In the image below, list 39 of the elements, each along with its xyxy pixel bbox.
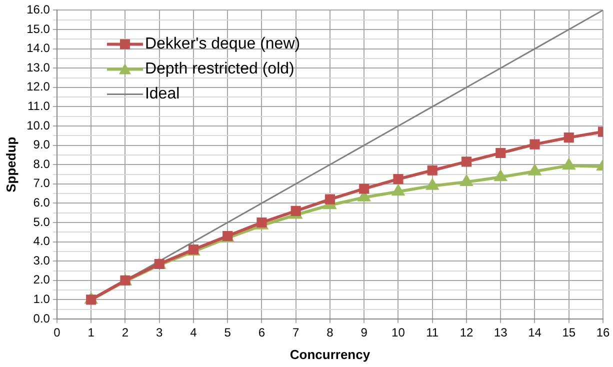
y-tick-label: 1.0 xyxy=(33,292,50,306)
legend-label: Ideal xyxy=(144,86,180,103)
x-tick-label: 14 xyxy=(528,326,542,340)
y-tick-label: 9.0 xyxy=(33,138,50,152)
y-tick-label: 2.0 xyxy=(33,272,50,287)
y-tick-label: 3.0 xyxy=(33,253,50,268)
y-tick-label: 12.0 xyxy=(26,80,50,94)
x-tick-label: 13 xyxy=(494,326,508,340)
y-axis-title: Sppedup xyxy=(3,136,18,192)
x-tick-label: 2 xyxy=(122,326,129,340)
x-tick-label: 3 xyxy=(156,326,163,340)
x-axis-title: Concurrency xyxy=(290,346,371,362)
x-tick-label: 5 xyxy=(224,326,232,340)
x-tick-label: 1 xyxy=(88,326,95,340)
x-tick-label: 7 xyxy=(292,326,300,340)
y-tick-label: 14.0 xyxy=(26,41,50,56)
y-tick-label: 15.0 xyxy=(26,22,50,36)
x-tick-label: 10 xyxy=(392,326,406,340)
x-tick-label: 4 xyxy=(190,326,198,340)
y-tick-label: 6.0 xyxy=(33,196,50,210)
y-tick-label: 5.0 xyxy=(33,214,50,229)
legend-label: Dekker's deque (new) xyxy=(144,36,300,53)
x-tick-label: 8 xyxy=(326,326,334,340)
y-tick-label: 11.0 xyxy=(27,99,50,114)
x-tick-label: 12 xyxy=(460,326,474,340)
y-tick-label: 7.0 xyxy=(33,176,50,190)
x-tick-label: 11 xyxy=(426,326,439,340)
x-tick-label: 6 xyxy=(258,326,266,340)
x-tick-label: 16 xyxy=(596,326,610,340)
y-tick-label: 10.0 xyxy=(26,118,50,132)
x-tick-label: 15 xyxy=(562,326,576,340)
y-tick-label: 0.0 xyxy=(33,311,50,326)
y-tick-label: 4.0 xyxy=(33,234,50,248)
x-tick-label: 0 xyxy=(54,326,61,340)
legend-label: Depth restricted (old) xyxy=(144,60,294,78)
y-tick-label: 8.0 xyxy=(33,156,50,171)
y-tick-label: 13.0 xyxy=(26,60,50,74)
x-tick-label: 9 xyxy=(360,326,368,340)
y-tick-label: 16.0 xyxy=(26,2,50,17)
